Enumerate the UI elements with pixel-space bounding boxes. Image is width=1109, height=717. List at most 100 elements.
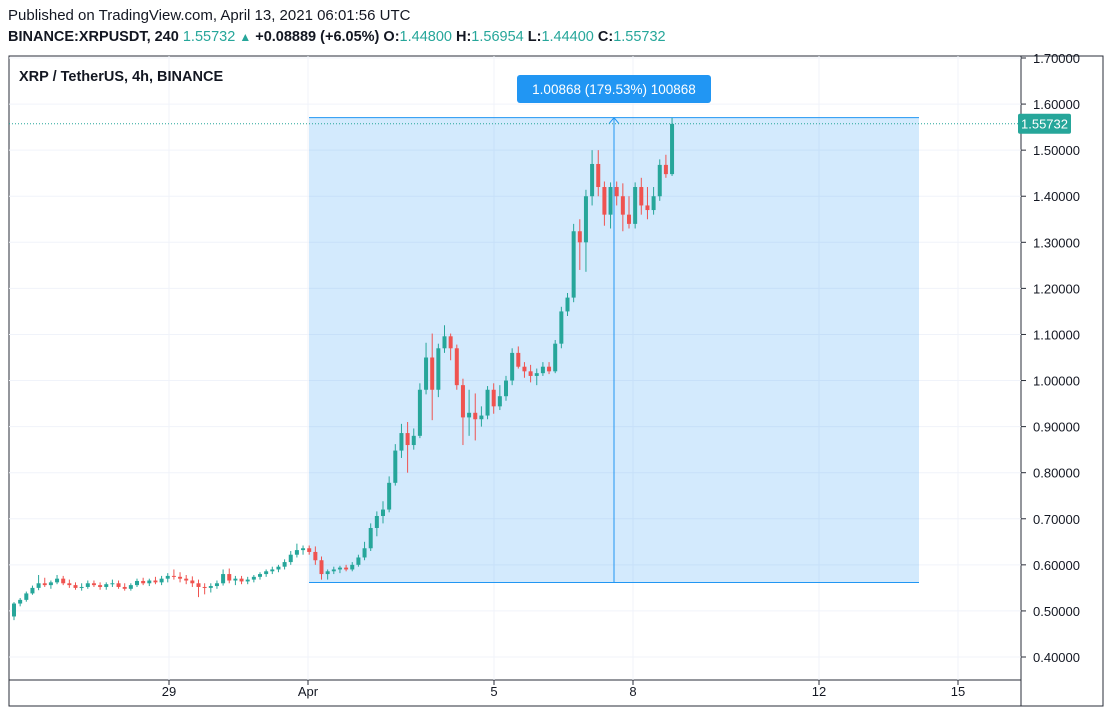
close-label: C: [597,29,614,45]
candle-body [18,599,23,604]
candle-body [534,373,539,376]
candle-body [190,580,195,584]
open-value: 1.44800 [399,29,452,45]
candle-body [504,380,508,397]
candle-body [399,433,404,451]
low-label: L: [527,29,542,45]
y-tick-label: 0.40000 [1033,650,1080,665]
price-axis[interactable]: 1.70000 1.60000 1.50000 1.40000 1.30000 1.200… [9,51,1080,665]
candle-body [639,187,644,206]
candle-body [344,567,349,570]
candle-body [258,574,262,577]
candle-body [491,389,496,407]
candle-body [393,450,398,483]
candle-body [657,164,662,197]
candle-body [620,196,625,215]
candle-body [153,580,158,583]
y-tick-label: 0.60000 [1033,558,1080,573]
candle-body [528,371,533,376]
candle-body [596,163,601,188]
candle-body [485,389,490,416]
candle-body [670,123,675,175]
y-tick-label: 0.90000 [1033,420,1080,435]
candle-body [48,582,53,586]
candle-body [288,554,293,563]
candle-body [602,187,607,215]
low-value: 1.44400 [541,29,594,45]
time-axis[interactable]: 29 Apr 5 8 12 15 [162,680,965,699]
candle-body [116,583,121,587]
candle-body [178,576,183,579]
candle-body [36,583,41,588]
candle-body [171,575,176,577]
candle-body [627,214,631,224]
candle-body [350,564,355,570]
candle-body [633,187,638,224]
y-tick-label: 1.20000 [1033,281,1080,296]
measure-range[interactable]: 1.00868 (179.53%) 100868 [309,75,919,583]
candle-body [614,187,619,197]
candle-body [251,576,256,580]
candle-body [24,593,29,600]
candle-body [128,585,133,589]
candle-body [547,366,552,372]
candle-body [411,435,416,446]
candle-body [583,196,588,243]
candle-body [245,579,250,582]
candle-body [516,352,521,367]
candle-body [159,578,164,583]
candle-body [301,548,306,551]
candle-body [239,578,244,582]
candle-body [381,509,385,517]
candle-body [233,578,238,581]
candle-body [165,575,170,579]
candle-body [497,396,502,407]
candle-body [282,562,287,567]
candle-body [276,566,281,570]
candle-body [424,357,429,390]
measure-label-box [517,75,711,103]
x-tick-label: 8 [629,684,636,699]
candle-body [522,366,527,372]
last-price-badge [1018,113,1071,134]
candle-body [663,164,668,175]
candle-body [430,357,435,390]
x-tick-label: 12 [812,684,826,699]
candle-body [559,311,564,344]
candle-body [608,187,613,215]
candle-body [67,583,72,586]
y-tick-label: 1.00000 [1033,374,1080,389]
candle-body [307,548,312,552]
candle-body [387,482,392,510]
published-line: Published on TradingView.com, April 13, … [8,7,411,24]
chart-title: XRP / TetherUS, 4h, BINANCE [19,69,223,85]
candle-body [590,163,595,197]
candle-body [61,578,66,584]
candle-body [362,548,367,558]
candle-body [460,385,465,418]
candle-body [294,550,299,555]
candle-body [467,412,472,418]
candle-body [85,583,90,587]
y-tick-label: 0.70000 [1033,512,1080,527]
candle-body [331,569,336,572]
candle-body [214,583,219,587]
candle-body [356,557,361,565]
candle-body [184,578,189,581]
last-price-label: 1.55732 [1021,117,1068,132]
change-value: +0.08889 (+6.05%) [255,29,380,45]
candle-body [270,569,275,572]
candle-body [442,336,447,349]
candles [12,117,675,621]
candle-body [264,571,269,575]
candle-body [473,412,478,420]
high-label: H: [455,29,472,45]
x-tick-label: 15 [951,684,965,699]
candle-body [73,585,78,588]
candle-body [55,578,60,583]
candle-body [313,551,318,561]
y-tick-label: 0.50000 [1033,604,1080,619]
candle-body [227,574,232,581]
candle-body [202,586,207,588]
